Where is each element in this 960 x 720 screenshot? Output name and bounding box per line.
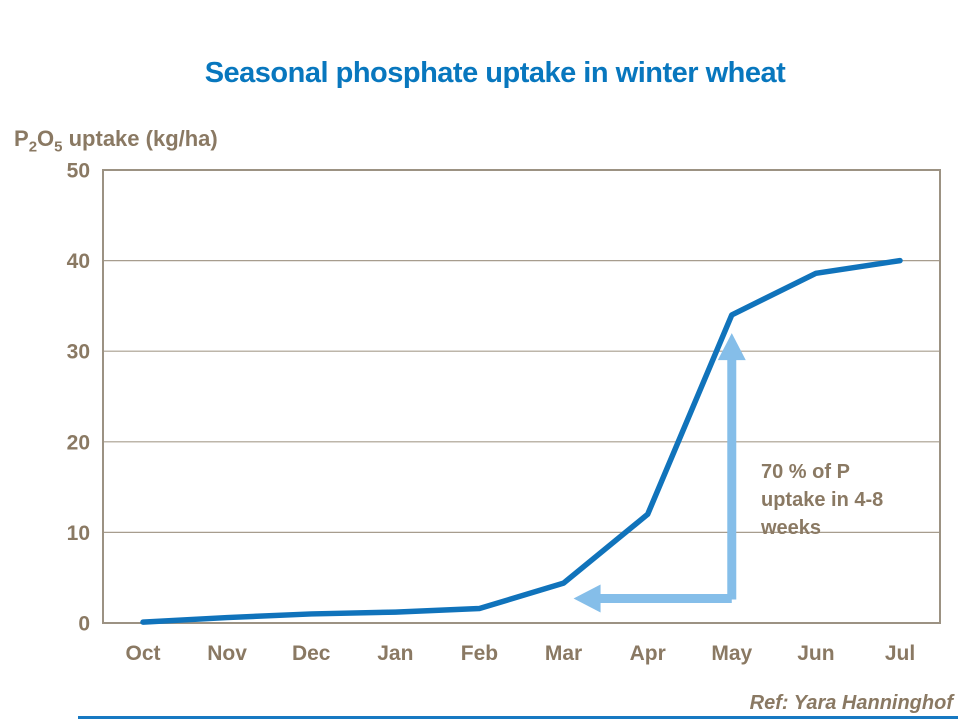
- y-axis-label: P2O5 uptake (kg/ha): [14, 126, 218, 156]
- x-tick-label: Feb: [461, 642, 498, 665]
- y-tick-label: 40: [67, 250, 90, 273]
- x-tick-label: Dec: [292, 642, 331, 665]
- annotation-line: uptake in 4-8: [761, 489, 884, 511]
- y-tick-label: 20: [67, 431, 90, 454]
- y-tick-label: 50: [67, 160, 90, 183]
- up-arrow-head: [717, 333, 746, 361]
- y-tick-label: 30: [67, 341, 90, 364]
- y-axis-label-part: 2: [28, 138, 38, 156]
- x-tick-label: Nov: [207, 642, 247, 665]
- x-tick-label: Jun: [797, 642, 834, 665]
- x-tick-label: Jul: [885, 642, 915, 665]
- x-tick-label: Oct: [125, 642, 160, 665]
- y-tick-label: 0: [78, 613, 90, 636]
- y-axis-label-part: uptake (kg/ha): [62, 126, 218, 151]
- x-tick-label: Apr: [630, 642, 666, 665]
- uptake-line-series: [140, 257, 903, 625]
- footer-accent-bar: [78, 716, 958, 719]
- footer-ref: Ref: Yara Hanninghof: [749, 692, 953, 714]
- left-arrow-head: [573, 584, 601, 613]
- y-tick-label: 10: [67, 522, 90, 545]
- x-tick-label: Jan: [377, 642, 413, 665]
- chart-title: Seasonal phosphate uptake in winter whea…: [204, 57, 786, 89]
- plot-border: [102, 169, 941, 624]
- y-axis-label-part: P: [14, 126, 29, 151]
- annotation-text: 70 % of P uptake in 4-8 weeks: [761, 458, 956, 542]
- y-axis-label-part: 5: [54, 138, 63, 156]
- annotation-line: 70 % of P: [761, 461, 850, 483]
- y-axis-label-part: O: [37, 126, 55, 151]
- annotation-line: weeks: [761, 517, 822, 539]
- x-tick-label: May: [711, 642, 752, 665]
- x-tick-label: Mar: [545, 642, 582, 665]
